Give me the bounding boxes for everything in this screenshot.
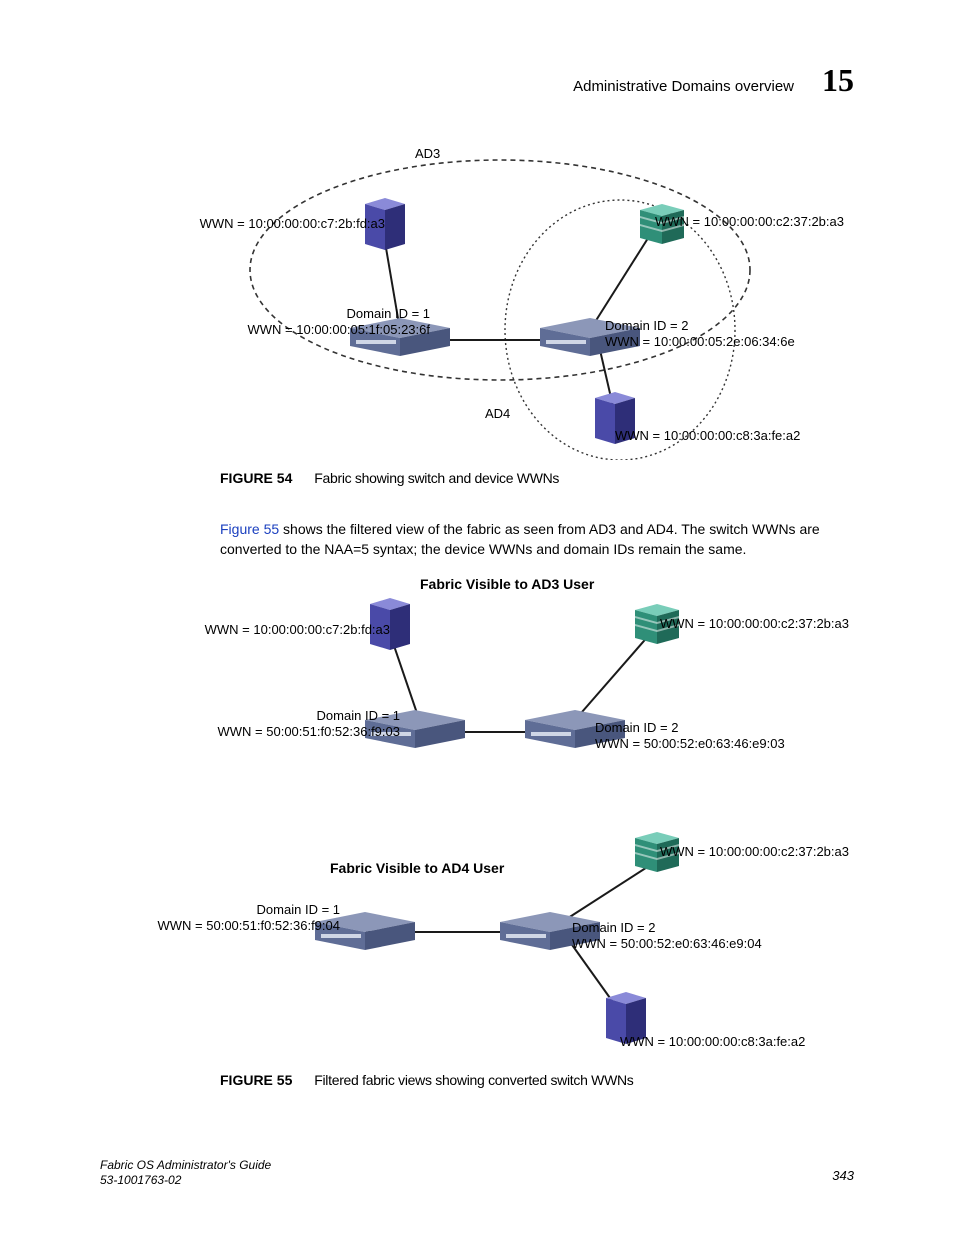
figure-55-number: FIGURE 55	[220, 1072, 292, 1088]
fig54-dev-bot-wwn: WWN = 10:00:00:00:c8:3a:fe:a2	[615, 428, 800, 444]
fig55b-sw-right-wwn: WWN = 50:00:52:e0:63:46:e9:04	[572, 936, 762, 952]
figure-55-xref[interactable]: Figure 55	[220, 521, 279, 537]
figure-54-title: Fabric showing switch and device WWNs	[314, 470, 559, 486]
fig55-panel-a-title: Fabric Visible to AD3 User	[420, 576, 594, 592]
footer-left: Fabric OS Administrator's Guide 53-10017…	[100, 1158, 271, 1189]
footer-doc-number: 53-1001763-02	[100, 1173, 271, 1189]
body-paragraph-rest: shows the filtered view of the fabric as…	[220, 521, 820, 557]
ad4-label: AD4	[485, 406, 510, 422]
footer-page-number: 343	[832, 1168, 854, 1183]
figure-54-number: FIGURE 54	[220, 470, 292, 486]
fig54-sw-right-wwn: WWN = 10:00:00:05:2e:06:34:6e	[605, 334, 795, 350]
body-paragraph: Figure 55 shows the filtered view of the…	[220, 520, 860, 559]
figure-55-caption: FIGURE 55 Filtered fabric views showing …	[220, 1072, 634, 1088]
figure-54-diagram: AD3 AD4 WWN = 10:00:00:00:c7:2b:fd:a3 WW…	[220, 140, 860, 460]
figure-55-panel-a: WWN = 10:00:00:00:c7:2b:fd:a3 WWN = 10:0…	[220, 592, 860, 772]
fig54-sw-right-dom: Domain ID = 2	[605, 318, 688, 334]
fig55b-dev-top-wwn: WWN = 10:00:00:00:c2:37:2b:a3	[660, 844, 849, 860]
footer-book-title: Fabric OS Administrator's Guide	[100, 1158, 271, 1174]
fig55b-sw-right-dom: Domain ID = 2	[572, 920, 655, 936]
fig55b-sw-left-wwn: WWN = 50:00:51:f0:52:36:f9:04	[158, 918, 340, 934]
running-header: Administrative Domains overview 15	[573, 62, 854, 99]
fig55b-dev-bot-wwn: WWN = 10:00:00:00:c8:3a:fe:a2	[620, 1034, 805, 1050]
fig54-sw-left-dom: Domain ID = 1	[347, 306, 430, 322]
fig54-dev-tl-wwn: WWN = 10:00:00:00:c7:2b:fd:a3	[200, 216, 385, 232]
fig55a-sw-left-dom: Domain ID = 1	[317, 708, 400, 724]
ad3-label: AD3	[415, 146, 440, 162]
fig54-sw-left-wwn: WWN = 10:00:00:05:1f:05:23:6f	[248, 322, 430, 338]
fig55a-dev-right-wwn: WWN = 10:00:00:00:c2:37:2b:a3	[660, 616, 849, 632]
figure-55-title: Filtered fabric views showing converted …	[314, 1072, 633, 1088]
fig55a-sw-left-wwn: WWN = 50:00:51:f0:52:36:f9:03	[218, 724, 400, 740]
figure-54-caption: FIGURE 54 Fabric showing switch and devi…	[220, 470, 559, 486]
header-section-title: Administrative Domains overview	[573, 78, 794, 95]
figure-55-panel-b: WWN = 10:00:00:00:c2:37:2b:a3 Domain ID …	[220, 824, 860, 1064]
fig55b-sw-left-dom: Domain ID = 1	[257, 902, 340, 918]
fig55a-dev-left-wwn: WWN = 10:00:00:00:c7:2b:fd:a3	[205, 622, 390, 638]
fig54-dev-tr-wwn: WWN = 10:00:00:00:c2:37:2b:a3	[655, 214, 844, 230]
fig55a-sw-right-dom: Domain ID = 2	[595, 720, 678, 736]
fig55a-sw-right-wwn: WWN = 50:00:52:e0:63:46:e9:03	[595, 736, 785, 752]
chapter-number: 15	[822, 62, 854, 99]
